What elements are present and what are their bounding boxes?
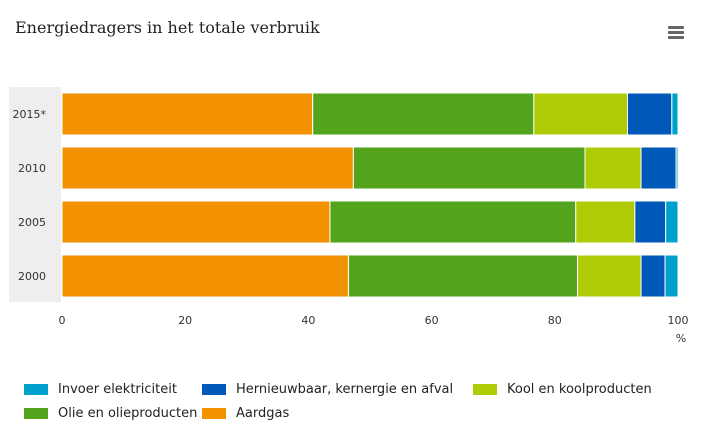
x-tick-label: 0: [59, 314, 66, 327]
x-axis-unit: %: [676, 332, 686, 345]
x-tick-label: 60: [425, 314, 439, 327]
bar-segment[interactable]: [347, 254, 579, 298]
legend-item[interactable]: Aardgas: [202, 406, 289, 421]
legend-swatch: [473, 384, 497, 395]
legend-swatch: [24, 384, 48, 395]
legend-swatch: [202, 384, 226, 395]
bar-segment[interactable]: [533, 92, 628, 136]
bar-segment[interactable]: [61, 92, 314, 136]
bar-segment[interactable]: [312, 92, 535, 136]
legend-item[interactable]: Kool en koolproducten: [473, 382, 652, 397]
bar-segment[interactable]: [575, 200, 636, 244]
bar-segment[interactable]: [665, 200, 679, 244]
menu-line: [668, 36, 684, 39]
y-tick-label: 2000: [18, 270, 46, 283]
menu-line: [668, 31, 684, 34]
bar-segment[interactable]: [675, 146, 679, 190]
y-tick-label: 2015*: [13, 108, 47, 121]
legend-item[interactable]: Invoer elektriciteit: [24, 382, 177, 397]
legend-label: Hernieuwbaar, kernergie en afval: [236, 382, 454, 397]
legend-item[interactable]: Hernieuwbaar, kernergie en afval: [202, 382, 453, 397]
bars-group: [61, 92, 679, 298]
bar-segment[interactable]: [634, 200, 667, 244]
y-tick-label: 2005: [18, 216, 46, 229]
bar-segment[interactable]: [640, 146, 677, 190]
bar-segment[interactable]: [61, 200, 331, 244]
x-tick-label: 100: [668, 314, 689, 327]
bar-segment[interactable]: [584, 146, 642, 190]
legend-item[interactable]: Olie en olieproducten: [24, 406, 197, 421]
legend-label: Olie en olieproducten: [58, 406, 198, 421]
x-tick-label: 40: [301, 314, 315, 327]
legend-label: Invoer elektriciteit: [58, 382, 177, 397]
bar-segment[interactable]: [626, 92, 673, 136]
bar-segment[interactable]: [577, 254, 642, 298]
x-axis-ticks: 0 20 40 60 80 100: [59, 314, 689, 327]
x-tick-label: 20: [178, 314, 192, 327]
menu-line: [668, 26, 684, 29]
bar-segment[interactable]: [61, 146, 354, 190]
bar-segment[interactable]: [329, 200, 577, 244]
category-band: [9, 87, 61, 302]
bar-segment[interactable]: [671, 92, 679, 136]
bar-segment[interactable]: [664, 254, 679, 298]
legend-swatch: [24, 408, 48, 419]
x-tick-label: 80: [548, 314, 562, 327]
legend-swatch: [202, 408, 226, 419]
chart-title: Energiedragers in het totale verbruik: [15, 18, 320, 37]
legend-label: Kool en koolproducten: [507, 382, 652, 397]
legend-label: Aardgas: [236, 406, 290, 421]
y-axis-labels: 2015* 2010 2005 2000: [13, 108, 47, 283]
hamburger-menu-icon[interactable]: [666, 24, 686, 42]
y-tick-label: 2010: [18, 162, 46, 175]
bar-segment[interactable]: [640, 254, 666, 298]
stacked-bar-chart: 2015* 2010 2005 2000 0 20 40 60 80 100 %: [9, 87, 689, 345]
bar-segment[interactable]: [352, 146, 586, 190]
bar-segment[interactable]: [61, 254, 349, 298]
